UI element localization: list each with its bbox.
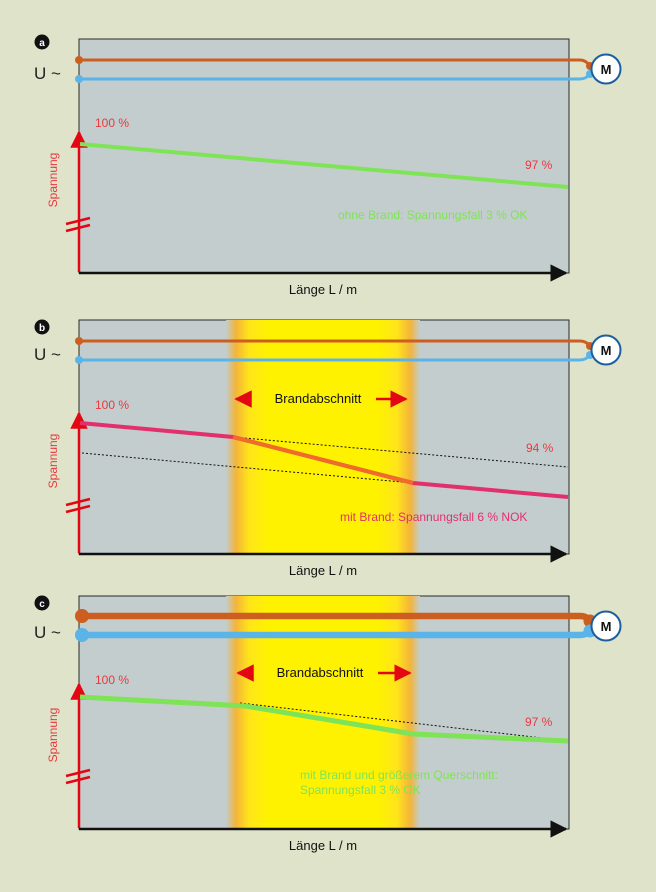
voltage-curve-fire-segment xyxy=(232,435,414,485)
end-voltage-label: 94 % xyxy=(526,441,554,455)
svg-text:b: b xyxy=(39,323,45,334)
y-axis-label: Spannung xyxy=(46,153,60,208)
reference-line xyxy=(239,702,569,742)
y-axis-label: Spannung xyxy=(46,434,60,489)
axis-break-icon xyxy=(65,768,91,785)
cable-blue xyxy=(75,351,594,364)
voltage-curve xyxy=(79,694,569,744)
caption-line: ohne Brand: Spannungsfall 3 % OK xyxy=(338,208,527,222)
cable-blue xyxy=(75,70,594,83)
cable-orange xyxy=(75,609,597,628)
svg-text:M: M xyxy=(601,619,612,634)
end-voltage-label: 97 % xyxy=(525,715,553,729)
axis-break-icon xyxy=(65,497,91,514)
panel-c: c U ~ M Brandabschnitt Spannung Läng xyxy=(34,595,622,853)
y-axis-label: Spannung xyxy=(46,708,60,763)
panel-badge: b xyxy=(34,319,50,335)
svg-text:c: c xyxy=(39,599,45,610)
reference-lines xyxy=(81,436,569,484)
x-axis-label: Länge L / m xyxy=(289,282,357,297)
svg-text:M: M xyxy=(601,62,612,77)
panel-b: b U ~ M Brandabschnitt Spannung Läng xyxy=(34,319,622,578)
svg-text:M: M xyxy=(601,343,612,358)
x-axis-label: Länge L / m xyxy=(289,838,357,853)
panel-badge: a xyxy=(34,34,50,50)
axis-break-icon xyxy=(65,216,91,233)
end-voltage-label: 97 % xyxy=(525,158,553,172)
cable-blue xyxy=(75,624,597,642)
fire-zone-label: Brandabschnitt xyxy=(275,391,362,406)
svg-text:a: a xyxy=(39,38,45,49)
caption-line: mit Brand: Spannungsfall 6 % NOK xyxy=(340,510,527,524)
fire-zone-label: Brandabschnitt xyxy=(277,665,364,680)
panel-badge: c xyxy=(34,595,50,611)
x-axis-label: Länge L / m xyxy=(289,563,357,578)
supply-label: U ~ xyxy=(34,623,61,642)
caption-line: Spannungsfall 3 % OK xyxy=(300,783,421,797)
supply-label: U ~ xyxy=(34,345,61,364)
panel-a: a U ~ M Spannung Länge L / m 100 % 97 % … xyxy=(34,34,622,297)
supply-label: U ~ xyxy=(34,64,61,83)
motor-circle-icon: M xyxy=(590,334,622,366)
start-voltage-label: 100 % xyxy=(95,673,129,687)
start-voltage-label: 100 % xyxy=(95,398,129,412)
motor-circle-icon: M xyxy=(590,610,622,642)
motor-circle-icon: M xyxy=(590,53,622,85)
caption-line: mit Brand und größerem Querschnitt: xyxy=(300,768,498,782)
start-voltage-label: 100 % xyxy=(95,116,129,130)
voltage-curve xyxy=(79,142,569,189)
plot-area xyxy=(78,38,570,274)
